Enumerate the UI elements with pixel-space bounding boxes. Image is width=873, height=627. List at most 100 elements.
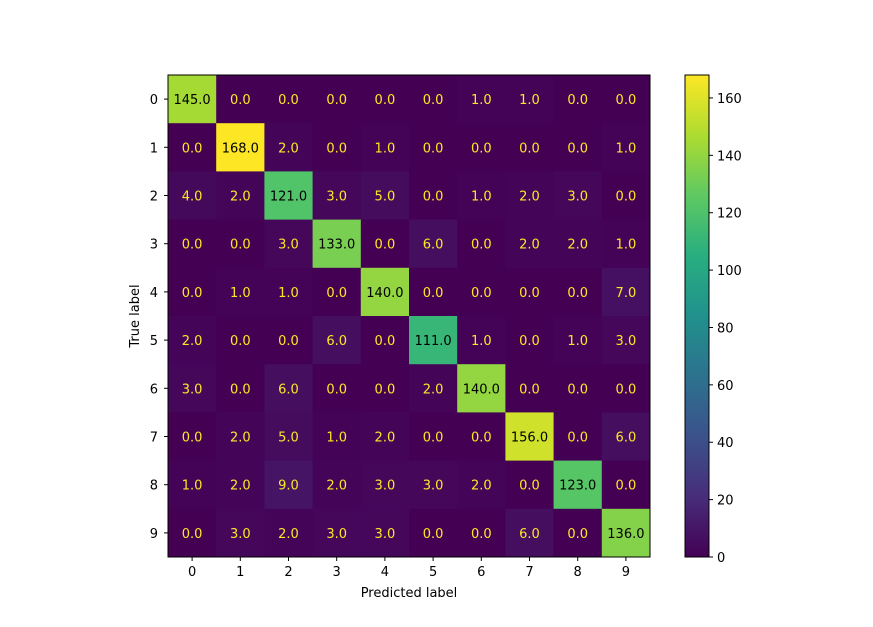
heatmap-cell — [216, 75, 265, 124]
heatmap-cell — [360, 412, 410, 462]
colorbar-tick-label: 0 — [717, 551, 725, 566]
heatmap-cell — [216, 412, 265, 462]
heatmap-cell — [216, 364, 265, 413]
heatmap-cell — [505, 123, 555, 172]
heatmap-cell — [312, 412, 362, 462]
colorbar-tick-label: 80 — [717, 321, 734, 336]
heatmap-cell — [264, 364, 314, 413]
colorbar-tick-label: 140 — [717, 149, 742, 164]
cell-value-label: 133.0 — [318, 238, 355, 253]
heatmap-cell — [601, 460, 651, 510]
heatmap-cell — [216, 460, 265, 510]
cell-value-label: 0.0 — [616, 382, 637, 397]
heatmap-cell — [216, 171, 265, 221]
heatmap-cell — [601, 171, 651, 221]
cell-value-label: 140.0 — [463, 382, 500, 397]
heatmap-cell — [312, 219, 362, 269]
cell-value-label: 0.0 — [423, 527, 444, 542]
cell-value-label: 0.0 — [375, 93, 396, 108]
cell-value-label: 0.0 — [519, 382, 540, 397]
cell-value-label: 2.0 — [278, 527, 299, 542]
heatmap-cell — [553, 267, 603, 317]
cell-value-label: 1.0 — [471, 190, 492, 205]
cell-value-label: 0.0 — [471, 141, 492, 156]
y-tick-label: 7 — [150, 431, 158, 446]
cell-value-label: 1.0 — [230, 286, 251, 301]
heatmap-cell — [360, 219, 410, 269]
heatmap-cell — [457, 364, 506, 413]
cell-value-label: 0.0 — [182, 238, 203, 253]
cell-value-label: 3.0 — [326, 527, 347, 542]
x-tick-label: 0 — [188, 565, 196, 580]
heatmap-cell — [553, 123, 603, 172]
cell-value-label: 168.0 — [222, 141, 259, 156]
cell-value-label: 0.0 — [567, 141, 588, 156]
plot-frame — [167, 74, 651, 558]
heatmap-cell — [168, 75, 217, 124]
heatmap-cell — [553, 508, 603, 558]
heatmap-cell — [264, 219, 314, 269]
colorbar-ticks: 0 20 40 60 80 100 120 140 160 — [709, 92, 742, 566]
colorbar — [685, 75, 709, 557]
heatmap-cell — [553, 316, 603, 365]
cell-value-label: 2.0 — [519, 190, 540, 205]
cell-value-label: 3.0 — [375, 527, 396, 542]
heatmap-cell — [168, 508, 217, 558]
cell-value-label: 1.0 — [278, 286, 299, 301]
cell-value-label: 0.0 — [326, 382, 347, 397]
heatmap-cell — [168, 412, 217, 462]
y-axis-ticks: 0 1 2 3 4 5 6 7 8 9 — [150, 93, 168, 542]
heatmap-cell — [409, 171, 458, 221]
cell-value-label: 0.0 — [230, 93, 251, 108]
heatmap-cell — [264, 123, 314, 172]
cell-value-label: 0.0 — [519, 286, 540, 301]
heatmap-cell — [312, 267, 362, 317]
cell-value-label: 0.0 — [471, 431, 492, 446]
cell-value-label: 0.0 — [519, 479, 540, 494]
cell-value-label: 0.0 — [278, 93, 299, 108]
cell-value-label: 2.0 — [230, 431, 251, 446]
cell-value-label: 6.0 — [519, 527, 540, 542]
cell-value-label: 3.0 — [326, 190, 347, 205]
heatmap-cell — [505, 219, 555, 269]
heatmap-cell — [264, 460, 314, 510]
cell-value-label: 6.0 — [423, 238, 444, 253]
cell-value-label: 0.0 — [567, 382, 588, 397]
heatmap-cell — [168, 460, 217, 510]
heatmap-cell — [360, 460, 410, 510]
cell-value-label: 0.0 — [567, 527, 588, 542]
cell-value-label: 1.0 — [375, 141, 396, 156]
y-tick-label: 9 — [150, 527, 158, 542]
cell-value-label: 1.0 — [182, 479, 203, 494]
heatmap-cell — [216, 316, 265, 365]
y-tick-label: 8 — [150, 479, 158, 494]
cell-value-label: 0.0 — [423, 141, 444, 156]
heatmap-cell — [601, 364, 651, 413]
cell-value-label: 6.0 — [616, 431, 637, 446]
heatmap-cell — [216, 267, 265, 317]
cell-value-label: 0.0 — [616, 190, 637, 205]
heatmap-cell — [360, 171, 410, 221]
colorbar-tick-label: 160 — [717, 92, 742, 107]
heatmap-cell — [457, 316, 506, 365]
cell-value-label: 1.0 — [326, 431, 347, 446]
cell-value-label: 0.0 — [519, 141, 540, 156]
cell-value-label: 145.0 — [173, 93, 210, 108]
y-tick-label: 2 — [150, 190, 158, 205]
cell-value-label: 2.0 — [230, 190, 251, 205]
cell-value-label: 0.0 — [375, 238, 396, 253]
cell-value-label: 3.0 — [230, 527, 251, 542]
heatmap-cell — [457, 219, 506, 269]
cell-value-label: 2.0 — [278, 141, 299, 156]
heatmap-cell — [601, 123, 651, 172]
cell-value-label: 0.0 — [423, 286, 444, 301]
cell-value-label: 2.0 — [230, 479, 251, 494]
cell-value-label: 3.0 — [616, 334, 637, 349]
heatmap-cell — [505, 267, 555, 317]
cell-value-label: 2.0 — [375, 431, 396, 446]
cell-value-label: 3.0 — [567, 190, 588, 205]
heatmap-cell — [457, 75, 506, 124]
heatmap-cell — [216, 123, 265, 172]
heatmap-cell — [409, 267, 458, 317]
